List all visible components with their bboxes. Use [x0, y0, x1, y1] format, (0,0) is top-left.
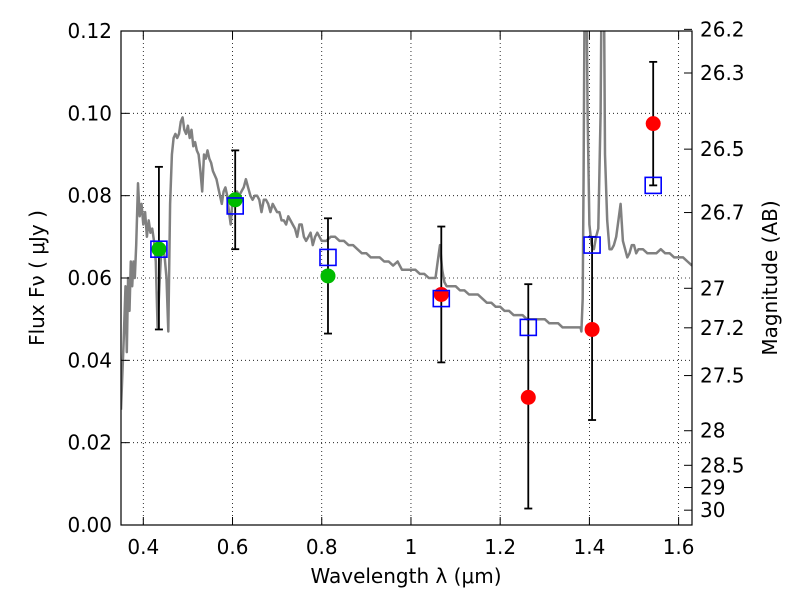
bandpass-square — [644, 176, 662, 195]
red-data-point — [520, 389, 536, 405]
right-tick-label: 27.5 — [700, 364, 745, 388]
y-tick-label: 0.08 — [67, 184, 112, 208]
right-tick-label: 26.2 — [700, 17, 745, 41]
bandpass-square — [226, 197, 244, 215]
bandpass-squares — [150, 176, 662, 337]
right-tick-label: 30 — [700, 498, 725, 522]
bandpass-square — [150, 240, 168, 258]
y-axis-label: Flux Fν ( μJy ) — [25, 210, 49, 346]
bandpass-square — [519, 318, 538, 337]
x-tick-label: 0.6 — [217, 535, 249, 559]
y-tick-label: 0.04 — [67, 348, 112, 372]
y-tick-label: 0.10 — [67, 101, 112, 125]
right-tick-label: 28.5 — [700, 453, 745, 477]
bandpass-square — [432, 289, 451, 308]
model-spectrum-line — [121, 31, 692, 410]
right-tick-label: 29 — [700, 476, 725, 500]
y-tick-label: 0.00 — [67, 513, 112, 537]
right-tick-label: 26.7 — [700, 201, 745, 225]
plot-background — [121, 31, 692, 525]
x-tick-label: 1.6 — [663, 535, 695, 559]
green-data-point — [151, 241, 167, 257]
right-tick-label: 28 — [700, 419, 725, 443]
red-data-point — [584, 321, 600, 337]
x-tick-label: 1.4 — [573, 535, 605, 559]
y-tick-label: 0.06 — [67, 266, 112, 290]
spectrum-path — [121, 31, 692, 410]
red-data-point — [645, 116, 661, 132]
x-tick-label: 0.8 — [306, 535, 338, 559]
green-data-point — [320, 268, 336, 284]
x-tick-label: 1 — [405, 535, 418, 559]
right-tick-label: 27.2 — [700, 316, 745, 340]
x-tick-label: 1.2 — [484, 535, 516, 559]
right-tick-label: 26.5 — [700, 137, 745, 161]
x-axis-label: Wavelength λ (μm) — [310, 564, 501, 588]
y-tick-labels: 0.00 0.02 0.04 0.06 0.08 0.10 0.12 — [67, 19, 112, 537]
x-tick-label: 0.4 — [127, 535, 159, 559]
y2-axis-label: Magnitude (AB) — [758, 200, 782, 355]
y-tick-label: 0.02 — [67, 431, 112, 455]
x-tick-labels: 0.4 0.6 0.8 1 1.2 1.4 1.6 — [127, 535, 694, 559]
axis-ticks — [121, 28, 692, 526]
bandpass-square — [583, 236, 601, 254]
red-data-point — [433, 286, 449, 302]
photometry-circles — [151, 116, 661, 405]
right-tick-label: 27 — [700, 276, 725, 300]
green-data-point — [227, 192, 243, 208]
bandpass-square — [319, 248, 337, 267]
right-tick-label: 26.3 — [700, 61, 745, 85]
y-tick-label: 0.12 — [67, 19, 112, 43]
